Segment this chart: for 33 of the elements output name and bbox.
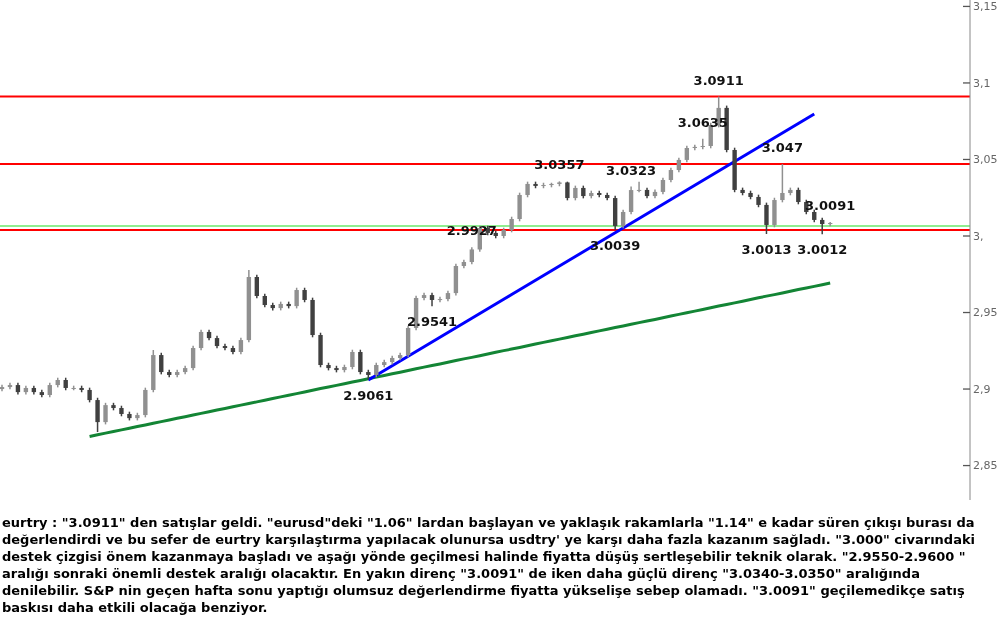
candlestick [764,201,769,235]
text: 3.0911 [693,72,744,88]
y-tick-label: 2,9 [973,382,991,396]
text: 3.0013 [741,242,792,258]
text: 3.047 [761,140,803,156]
text: 2.9061 [343,387,394,403]
candlestick [294,286,299,310]
candlestick [95,397,100,433]
candlestick [636,180,642,193]
candlestick [437,296,443,304]
y-tick-label: 2,85 [973,459,998,473]
y-tick-label: 2,95 [973,306,998,320]
candlestick [620,208,626,230]
text: eurtry : "3.0911" den satışlar geldi. "eurusd"deki "1.06" lardan başlayan ve yaklaşık rakamlarla "1.14" e kadar süren çıkışı burası da değerlendirdi ve bu sefer de eurtry karşılaştırma yapılacak olunursa usdtry' ye karşı daha fazla kazanım sağladı. "3.000" civarındaki destek çizgisi önem kazanmaya başladı ve aşağı yönde geçilmesi halinde fiyatta düşüş sertleşebilir teknik olarak. "2.9550-2.9600 " aralığı sonraki önemli destek aralığı olacaktır. En yakın direnç "3.0091" de iken daha güçlü direnç "3.0340-3.0350" aralığında denilebilir. S&P nin geçen hafta sonu yaptığı olumsuz değerlendirme fiyatta yükselişe sebep olamadı. "3.0091" geçilemedikçe satış baskısı daha etkili olacağa benziyor. [1,514,977,616]
text: 3.0323 [606,162,657,178]
candlestick [780,163,785,204]
candlestick [190,344,196,372]
text: 3.0012 [797,242,848,258]
text: 3.0039 [590,238,641,254]
y-tick-label: 3,15 [973,0,998,14]
candlestick [358,348,363,376]
candlestick [350,348,355,371]
candlestick [700,138,705,150]
candlestick [628,185,634,216]
text: 2.9541 [406,314,458,330]
candlestick [103,402,108,426]
candlestick [254,273,260,300]
candlestick [159,352,164,376]
candlestick [198,328,204,352]
line-series [88,281,832,438]
y-tick-label: 3, [973,229,984,243]
y-tick-label: 3,05 [973,153,998,167]
y-tick-label: 3,1 [973,76,991,90]
